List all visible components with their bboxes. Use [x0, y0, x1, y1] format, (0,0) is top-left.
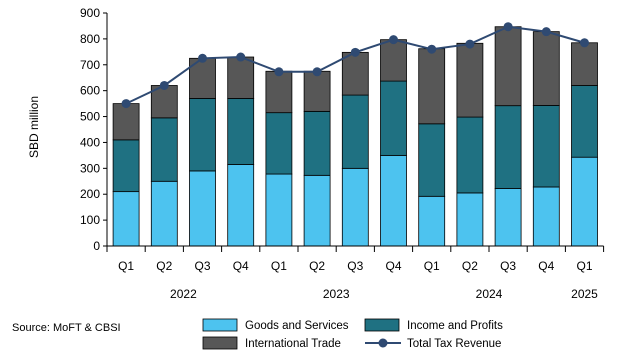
- x-tick-label: Q3: [194, 259, 210, 273]
- year-label: 2025: [571, 287, 598, 301]
- bar-goods-and-services-8: [418, 195, 446, 247]
- bar-income-and-profits-5: [303, 110, 331, 176]
- total-point-0: [121, 99, 131, 109]
- bar-international-trade-9: [456, 42, 484, 118]
- y-tick-label: 200: [80, 187, 100, 201]
- legend-swatch: [364, 318, 400, 332]
- y-tick-label: 300: [80, 161, 100, 175]
- y-tick-label: 500: [80, 110, 100, 124]
- bar-income-and-profits-12: [571, 85, 598, 158]
- legend-item-goods-and-services: Goods and Services: [202, 318, 349, 332]
- bar-goods-and-services-7: [380, 154, 407, 247]
- bar-goods-and-services-12: [571, 156, 598, 247]
- bar-income-and-profits-3: [227, 98, 255, 165]
- total-point-6: [350, 47, 360, 57]
- x-axis: Q1 Q2 Q3 Q4 Q1 Q2 Q3 Q4 Q1 Q2 Q3 Q4 Q1 2022 2023 2024 20…: [106, 245, 605, 301]
- bar-goods-and-services-2: [189, 170, 216, 247]
- bar-goods-and-services-4: [265, 173, 293, 247]
- x-tick-label: Q3: [500, 259, 516, 273]
- bar-international-trade-11: [532, 31, 560, 106]
- bar-international-trade-3: [227, 56, 255, 99]
- bar-income-and-profits-6: [341, 94, 369, 169]
- bar-goods-and-services-0: [112, 191, 140, 247]
- y-tick-label: 0: [93, 239, 100, 253]
- legend-label: International Trade: [245, 338, 341, 350]
- bar-income-and-profits-2: [189, 98, 216, 172]
- bar-goods-and-services-9: [456, 192, 484, 247]
- bar-international-trade-5: [303, 70, 331, 112]
- legend-item-total-tax-revenue: Total Tax Revenue: [365, 338, 501, 350]
- y-tick-label: 800: [80, 32, 100, 46]
- total-point-5: [312, 67, 322, 77]
- legend-label: Goods and Services: [245, 320, 349, 332]
- legend-label: Total Tax Revenue: [407, 338, 501, 350]
- bar-income-and-profits-10: [494, 105, 522, 189]
- y-tick-label: 600: [80, 84, 100, 98]
- bar-income-and-profits-8: [418, 123, 446, 197]
- total-point-2: [198, 53, 207, 63]
- source-note: Source: MoFT & CBSI: [12, 322, 121, 334]
- bar-income-and-profits-7: [380, 80, 407, 156]
- x-tick-label: Q4: [538, 259, 554, 273]
- bar-goods-and-services-5: [303, 174, 331, 247]
- legend-item-income-and-profits: Income and Profits: [364, 318, 503, 332]
- total-point-8: [427, 44, 437, 54]
- x-tick-label: Q2: [156, 259, 172, 273]
- total-point-7: [389, 35, 398, 45]
- bar-international-trade-1: [150, 85, 178, 119]
- x-tick-label: Q2: [462, 259, 478, 273]
- bar-income-and-profits-1: [150, 117, 178, 182]
- total-point-11: [541, 27, 551, 37]
- y-axis-label: SBD million: [27, 96, 41, 158]
- year-label: 2024: [476, 287, 503, 301]
- y-axis: 0 100 200 300 400 500 600 700 800 900: [80, 6, 108, 253]
- y-tick-label: 700: [80, 58, 100, 72]
- bar-goods-and-services-1: [150, 180, 178, 247]
- bar-goods-and-services-6: [341, 167, 369, 247]
- bar-international-trade-6: [341, 51, 369, 96]
- year-label: 2023: [323, 287, 350, 301]
- total-point-9: [465, 39, 475, 49]
- legend-item-international-trade: International Trade: [202, 336, 341, 350]
- bar-income-and-profits-4: [265, 112, 293, 175]
- bars: [112, 26, 598, 247]
- x-tick-label: Q1: [424, 259, 440, 273]
- bar-goods-and-services-3: [227, 164, 255, 247]
- total-line: [121, 22, 589, 109]
- y-tick-label: 400: [80, 135, 100, 149]
- total-point-1: [159, 80, 169, 90]
- bar-international-trade-8: [418, 48, 446, 125]
- x-tick-label: Q2: [309, 259, 325, 273]
- bar-international-trade-12: [571, 42, 598, 86]
- bar-international-trade-7: [380, 39, 407, 82]
- legend-marker: [378, 338, 388, 348]
- bar-international-trade-0: [112, 103, 140, 141]
- bar-goods-and-services-10: [494, 188, 522, 247]
- legend-swatch: [202, 336, 238, 350]
- bar-international-trade-10: [494, 26, 522, 107]
- x-tick-label: Q3: [347, 259, 363, 273]
- x-tick-label: Q1: [118, 259, 134, 273]
- bar-international-trade-4: [265, 70, 293, 114]
- legend: Goods and Services Income and Profits Inte…: [202, 318, 503, 350]
- x-tick-label: Q1: [271, 259, 287, 273]
- x-tick-label: Q4: [385, 259, 401, 273]
- y-tick-label: 900: [80, 6, 100, 20]
- total-point-10: [503, 22, 513, 32]
- legend-swatch: [202, 318, 238, 332]
- total-point-3: [236, 52, 246, 62]
- bar-goods-and-services-11: [532, 186, 560, 247]
- total-point-4: [274, 67, 284, 77]
- bar-income-and-profits-0: [112, 139, 140, 193]
- legend-label: Income and Profits: [407, 320, 503, 332]
- bar-income-and-profits-11: [532, 105, 560, 188]
- x-tick-label: Q1: [576, 259, 592, 273]
- year-label: 2022: [170, 287, 197, 301]
- bar-income-and-profits-9: [456, 116, 484, 194]
- y-tick-label: 100: [80, 213, 100, 227]
- total-point-12: [580, 38, 589, 48]
- x-tick-label: Q4: [233, 259, 249, 273]
